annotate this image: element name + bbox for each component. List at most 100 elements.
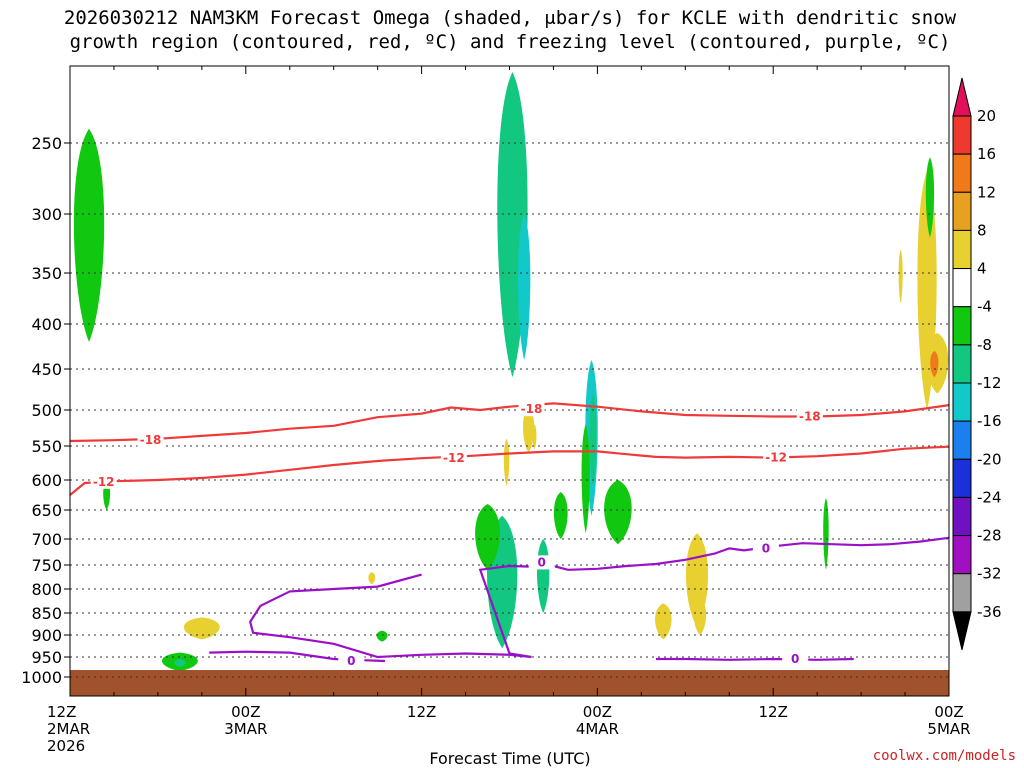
omega-cell-5 bbox=[368, 572, 376, 585]
colorbar-label: 4 bbox=[977, 260, 987, 278]
contour-label-bg bbox=[338, 654, 365, 668]
colorbar-top-arrow bbox=[952, 77, 972, 117]
y-tick-label-250: 250 bbox=[31, 134, 62, 153]
colorbar-label: -24 bbox=[977, 488, 1002, 506]
y-tick-label-900: 900 bbox=[31, 626, 62, 645]
y-tick-label-850: 850 bbox=[31, 604, 62, 623]
contour-label-bg bbox=[518, 402, 545, 417]
colorbar-band-12 bbox=[952, 535, 972, 575]
omega-cell-10 bbox=[553, 492, 568, 539]
contour-label-0: 0 bbox=[791, 652, 799, 666]
contour-label-bg bbox=[90, 474, 117, 489]
x-tick-label: 2026 bbox=[47, 737, 85, 755]
contour-label--12: -12 bbox=[443, 451, 465, 465]
contour-label--12: -12 bbox=[765, 451, 787, 465]
x-tick-label: 12Z bbox=[47, 703, 76, 721]
y-tick-label-600: 600 bbox=[31, 471, 62, 490]
omega-cell-7 bbox=[475, 504, 500, 570]
omega-cell-2 bbox=[183, 617, 220, 640]
contour--12 bbox=[69, 445, 950, 496]
x-tick-label: 4MAR bbox=[576, 720, 619, 738]
omega-cell-18 bbox=[898, 249, 903, 304]
x-tick-label: 00Z bbox=[934, 703, 963, 721]
colorbar-band-8 bbox=[952, 382, 972, 422]
omega-cell-6 bbox=[376, 630, 388, 642]
y-tick-label-550: 550 bbox=[31, 437, 62, 456]
colorbar-band-9 bbox=[952, 420, 972, 460]
y-tick-label-300: 300 bbox=[31, 205, 62, 224]
y-tick-label-750: 750 bbox=[31, 556, 62, 575]
omega-feature-6 bbox=[536, 539, 550, 613]
contour-label--18: -18 bbox=[521, 402, 543, 416]
y-tick-label-650: 650 bbox=[31, 501, 62, 520]
colorbar-label: -4 bbox=[977, 298, 992, 316]
contour-label--18: -18 bbox=[799, 409, 821, 423]
y-tick-label-700: 700 bbox=[31, 530, 62, 549]
omega-cell-23 bbox=[589, 393, 597, 486]
colorbar-label: -36 bbox=[977, 603, 1002, 621]
colorbar-band-4 bbox=[952, 229, 972, 270]
contour-label-bg bbox=[782, 652, 809, 666]
colorbar-band-13 bbox=[952, 573, 972, 613]
omega-cell-13 bbox=[655, 603, 672, 640]
colorbar-band-5 bbox=[952, 268, 972, 308]
omega-cell-12 bbox=[604, 480, 632, 545]
colorbar: 20 16 12 8 4 -4 -8 -12 -16 -20 -24 -28 -32 -36 bbox=[952, 77, 1002, 650]
contour-label-0: 0 bbox=[538, 555, 546, 569]
x-tick-label: 12Z bbox=[759, 703, 788, 721]
colorbar-band-6 bbox=[952, 306, 972, 346]
contour-0 bbox=[249, 536, 950, 659]
colorbar-label: -12 bbox=[977, 374, 1002, 392]
colorbar-label: 20 bbox=[977, 107, 996, 125]
contour-0-segment-1 bbox=[209, 650, 386, 663]
omega-cell-4 bbox=[174, 659, 186, 667]
x-tick-label: 2MAR bbox=[47, 720, 90, 738]
ground-layer bbox=[70, 670, 949, 696]
contour-label-bg bbox=[137, 433, 164, 448]
y-tick-label-800: 800 bbox=[31, 580, 62, 599]
chart-title-line-2: growth region (contoured, red, ºC) and f… bbox=[70, 31, 951, 53]
y-tick-label-500: 500 bbox=[31, 401, 62, 420]
colorbar-label: -20 bbox=[977, 450, 1002, 468]
contour-label-bg bbox=[752, 541, 779, 556]
omega-cell-9 bbox=[523, 405, 535, 453]
omega-cell-21 bbox=[930, 351, 939, 378]
omega-cell-19 bbox=[923, 249, 928, 284]
colorbar-band-11 bbox=[952, 496, 972, 537]
colorbar-label: 12 bbox=[977, 183, 996, 201]
x-tick-label: 5MAR bbox=[927, 720, 970, 738]
x-tick-label: 00Z bbox=[583, 703, 612, 721]
y-axis: 250 300 350 400 450 500 550 600 650 700 750 800 850 9… bbox=[21, 134, 70, 687]
contour-label-bg bbox=[796, 409, 823, 424]
omega-cell-8 bbox=[503, 438, 510, 486]
omega-cell-11 bbox=[581, 424, 590, 534]
colorbar-label: -28 bbox=[977, 527, 1002, 545]
omega-shading-layer bbox=[73, 72, 949, 671]
y-tick-label-350: 350 bbox=[31, 264, 62, 283]
colorbar-band-1 bbox=[952, 115, 972, 155]
colorbar-label: 8 bbox=[977, 221, 987, 239]
contour-layer: -18 -18 -18 -12 -12 -12 0 0 0 0 bbox=[69, 402, 950, 668]
omega-cell-22 bbox=[532, 424, 537, 450]
colorbar-label: 16 bbox=[977, 145, 996, 163]
y-tick-label-1000: 1000 bbox=[21, 668, 62, 687]
colorbar-label: -8 bbox=[977, 336, 992, 354]
site-credit: coolwx.com/models bbox=[873, 748, 1016, 764]
x-tick-label: 12Z bbox=[407, 703, 436, 721]
contour-label--18: -18 bbox=[140, 433, 162, 447]
contour-label-0: 0 bbox=[762, 541, 770, 555]
y-tick-label-450: 450 bbox=[31, 360, 62, 379]
colorbar-band-7 bbox=[952, 344, 972, 384]
omega-cell-17 bbox=[925, 157, 935, 238]
colorbar-band-2 bbox=[952, 153, 972, 193]
x-axis-label: Forecast Time (UTC) bbox=[429, 749, 590, 768]
ground-fill bbox=[70, 670, 949, 696]
contour-label-bg bbox=[528, 555, 555, 570]
y-tick-label-400: 400 bbox=[31, 315, 62, 334]
contour-0-segment-2 bbox=[656, 657, 854, 661]
contour-label-bg bbox=[763, 450, 790, 465]
omega-feature-1 bbox=[73, 128, 105, 342]
gridlines bbox=[70, 142, 949, 678]
